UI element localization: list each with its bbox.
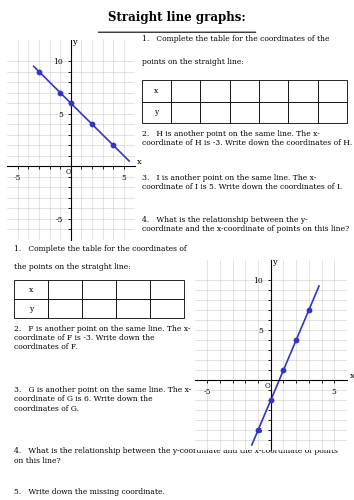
Point — [293, 336, 299, 344]
Point — [268, 396, 274, 404]
Text: x: x — [29, 286, 33, 294]
Bar — [116, 299, 150, 318]
Text: 2.   F is another point on the same line. The x-
coordinate of F is -3. Write do: 2. F is another point on the same line. … — [14, 325, 191, 351]
Text: 3.   I is another point on the same line. The x-
coordinate of I is 5. Write dow: 3. I is another point on the same line. … — [142, 174, 342, 191]
Text: x: x — [137, 158, 141, 166]
Bar — [230, 80, 259, 102]
Point — [281, 366, 286, 374]
Bar — [82, 280, 116, 299]
Text: 5.   Write down the missing coordinate.: 5. Write down the missing coordinate. — [14, 488, 165, 496]
Text: y: y — [72, 38, 76, 46]
Bar — [288, 102, 318, 123]
Bar — [318, 102, 347, 123]
Point — [255, 426, 261, 434]
Text: Straight line graphs:: Straight line graphs: — [108, 11, 246, 24]
Text: O: O — [65, 168, 71, 175]
Text: O: O — [264, 382, 270, 390]
Text: y: y — [272, 258, 277, 266]
Bar — [48, 299, 82, 318]
Text: 2.   H is another point on the same line. The x-
coordinate of H is -3. Write do: 2. H is another point on the same line. … — [142, 130, 352, 147]
Text: 1.   Complete the table for the coordinates of: 1. Complete the table for the coordinate… — [14, 245, 187, 253]
Text: 4.   What is the relationship between the y-
coordinate and the x-coordinate of : 4. What is the relationship between the … — [142, 216, 349, 233]
Point — [68, 99, 74, 107]
Bar — [82, 299, 116, 318]
Bar — [259, 80, 288, 102]
Text: y: y — [154, 108, 158, 116]
Bar — [14, 299, 48, 318]
Bar — [142, 102, 171, 123]
Text: y: y — [29, 305, 33, 313]
Text: points on the straight line:: points on the straight line: — [142, 58, 244, 66]
Point — [110, 142, 116, 150]
Bar — [150, 280, 184, 299]
Bar — [318, 80, 347, 102]
Point — [89, 120, 95, 128]
Bar — [259, 102, 288, 123]
Bar — [171, 102, 200, 123]
Text: x: x — [154, 87, 158, 95]
Bar — [48, 280, 82, 299]
Text: x: x — [349, 372, 354, 380]
Text: 4.   What is the relationship between the y-coordinate and the x-coordinate of p: 4. What is the relationship between the … — [14, 448, 338, 464]
Text: 1.   Complete the table for the coordinates of the: 1. Complete the table for the coordinate… — [142, 35, 329, 43]
Text: 3.   G is another point on the same line. The x-
coordinate of G is 6. Write dow: 3. G is another point on the same line. … — [14, 386, 192, 412]
Bar — [116, 280, 150, 299]
Bar — [230, 102, 259, 123]
Point — [36, 68, 42, 76]
Bar — [14, 280, 48, 299]
Bar — [171, 80, 200, 102]
Point — [306, 306, 312, 314]
Bar — [200, 80, 230, 102]
Bar — [288, 80, 318, 102]
Text: the points on the straight line:: the points on the straight line: — [14, 263, 131, 271]
Bar — [200, 102, 230, 123]
Bar — [150, 299, 184, 318]
Bar — [142, 80, 171, 102]
Point — [57, 88, 63, 96]
